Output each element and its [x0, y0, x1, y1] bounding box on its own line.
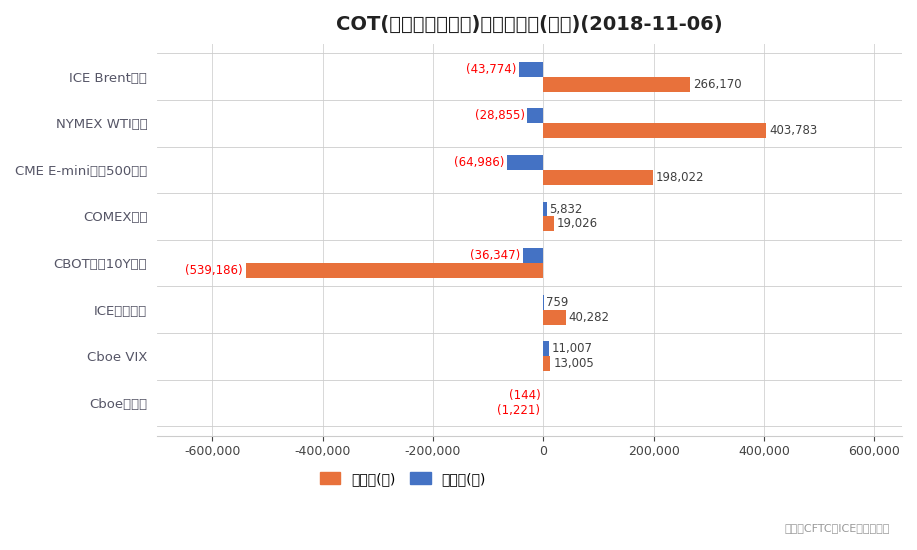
Bar [543, 310, 566, 324]
Bar [519, 62, 543, 76]
Text: 759: 759 [547, 296, 569, 309]
Text: 来源：CFTC、ICE、新浪财经: 来源：CFTC、ICE、新浪财经 [784, 524, 889, 534]
Text: 19,026: 19,026 [557, 217, 598, 230]
Text: (64,986): (64,986) [454, 156, 504, 169]
Text: 198,022: 198,022 [656, 171, 704, 184]
Text: (539,186): (539,186) [185, 264, 243, 277]
Bar [543, 76, 691, 91]
Text: (28,855): (28,855) [475, 109, 525, 122]
Bar [543, 217, 554, 232]
Bar [543, 342, 549, 356]
Bar [543, 201, 547, 217]
Text: (1,221): (1,221) [497, 404, 540, 417]
Bar [527, 108, 543, 123]
Bar [543, 356, 550, 371]
Text: 5,832: 5,832 [549, 202, 582, 216]
Text: (144): (144) [509, 389, 540, 402]
Text: 403,783: 403,783 [768, 124, 817, 137]
Bar [543, 170, 653, 185]
Text: (43,774): (43,774) [466, 63, 516, 76]
Text: 13,005: 13,005 [553, 358, 594, 370]
Bar [246, 263, 543, 278]
Text: 266,170: 266,170 [693, 78, 742, 91]
Title: COT(交易员持仓报告)投机净头寸(期货)(2018-11-06): COT(交易员持仓报告)投机净头寸(期货)(2018-11-06) [337, 15, 723, 34]
Bar [524, 248, 543, 263]
Text: 40,282: 40,282 [569, 311, 609, 324]
Legend: 净多仓(手), 周变动(手): 净多仓(手), 周变动(手) [314, 466, 492, 492]
Bar [507, 155, 543, 170]
Bar [543, 123, 766, 138]
Text: (36,347): (36,347) [470, 249, 521, 262]
Text: 11,007: 11,007 [552, 343, 593, 355]
